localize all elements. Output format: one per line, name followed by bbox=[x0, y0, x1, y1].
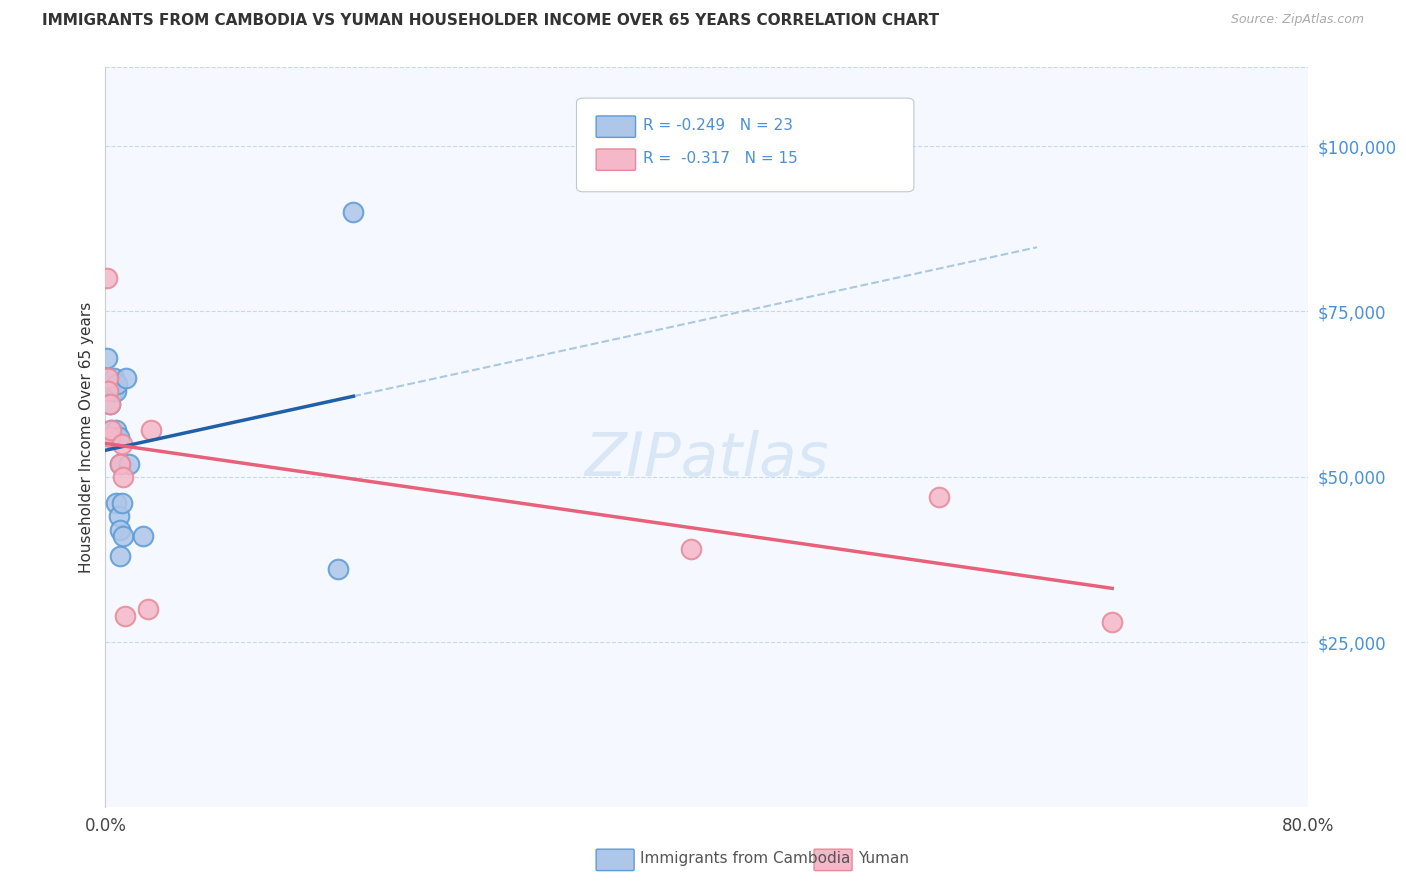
Point bbox=[1101, 615, 1123, 630]
Point bbox=[98, 397, 121, 411]
Point bbox=[97, 370, 120, 384]
Point bbox=[111, 436, 134, 450]
Point bbox=[104, 384, 127, 398]
Point bbox=[97, 384, 120, 398]
Y-axis label: Householder Income Over 65 years: Householder Income Over 65 years bbox=[79, 301, 94, 573]
Text: Immigrants from Cambodia: Immigrants from Cambodia bbox=[640, 852, 851, 866]
Point bbox=[112, 529, 135, 543]
Point bbox=[110, 549, 132, 563]
Point bbox=[115, 370, 138, 384]
Point bbox=[328, 562, 350, 576]
Point bbox=[136, 602, 159, 616]
Point bbox=[104, 424, 127, 438]
Text: Source: ZipAtlas.com: Source: ZipAtlas.com bbox=[1230, 13, 1364, 27]
Point bbox=[110, 457, 132, 471]
Point bbox=[107, 377, 129, 392]
Point bbox=[101, 430, 124, 444]
Point bbox=[112, 469, 135, 483]
Point bbox=[139, 424, 162, 438]
Point bbox=[100, 424, 122, 438]
Point bbox=[104, 496, 127, 510]
Point bbox=[132, 529, 155, 543]
Point bbox=[101, 384, 124, 398]
Point bbox=[98, 430, 121, 444]
Point bbox=[114, 608, 136, 623]
Text: Yuman: Yuman bbox=[858, 852, 908, 866]
Text: ZIPatlas: ZIPatlas bbox=[585, 430, 828, 489]
Point bbox=[111, 496, 134, 510]
Point bbox=[96, 351, 118, 365]
Text: IMMIGRANTS FROM CAMBODIA VS YUMAN HOUSEHOLDER INCOME OVER 65 YEARS CORRELATION C: IMMIGRANTS FROM CAMBODIA VS YUMAN HOUSEH… bbox=[42, 13, 939, 29]
Point bbox=[681, 542, 703, 557]
Point bbox=[928, 490, 950, 504]
Text: R = -0.249   N = 23: R = -0.249 N = 23 bbox=[643, 119, 793, 133]
Point bbox=[108, 430, 131, 444]
Point bbox=[100, 377, 122, 392]
Point bbox=[110, 523, 132, 537]
Point bbox=[103, 370, 125, 384]
Point bbox=[110, 457, 132, 471]
Point bbox=[108, 509, 131, 524]
Point bbox=[118, 457, 141, 471]
Point bbox=[342, 205, 364, 219]
Point bbox=[98, 397, 121, 411]
Text: R =  -0.317   N = 15: R = -0.317 N = 15 bbox=[643, 152, 797, 166]
Point bbox=[96, 271, 118, 285]
Point bbox=[100, 424, 122, 438]
